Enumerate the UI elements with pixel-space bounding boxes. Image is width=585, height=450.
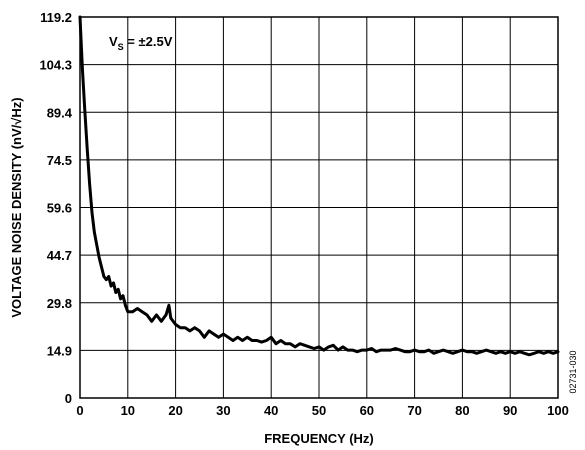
supply-voltage-annotation: VS = ±2.5V (109, 34, 173, 52)
y-tick-labels: 0 14.9 29.8 44.7 59.6 74.5 89.4 104.3 119.2 (39, 10, 72, 406)
y-tick-label: 29.8 (47, 296, 72, 311)
x-tick-label: 20 (168, 403, 182, 418)
x-tick-label: 0 (76, 403, 83, 418)
y-tick-label: 59.6 (47, 201, 72, 216)
figure-id: 02731-030 (568, 350, 578, 393)
x-tick-labels: 0 10 20 30 40 50 60 70 80 90 100 (76, 403, 568, 418)
y-tick-label: 89.4 (47, 105, 73, 120)
x-tick-label: 10 (121, 403, 135, 418)
x-tick-label: 50 (312, 403, 326, 418)
y-tick-label: 74.5 (47, 153, 72, 168)
noise-density-line (78, 15, 560, 357)
x-tick-label: 60 (360, 403, 374, 418)
annotation-prefix: V (109, 34, 118, 49)
annotation-suffix: = ±2.5V (124, 34, 173, 49)
plot-frame (79, 16, 559, 399)
x-tick-label: 100 (547, 403, 569, 418)
y-tick-label: 44.7 (47, 248, 72, 263)
x-tick-label: 30 (216, 403, 230, 418)
x-tick-label: 90 (503, 403, 517, 418)
x-tick-label: 80 (455, 403, 469, 418)
x-tick-label: 40 (264, 403, 278, 418)
y-tick-label: 0 (65, 391, 72, 406)
series-layer (78, 15, 560, 357)
y-tick-label: 104.3 (39, 58, 72, 73)
x-axis-title: FREQUENCY (Hz) (264, 431, 374, 446)
y-axis-title: VOLTAGE NOISE DENSITY (nV/√Hz) (9, 97, 24, 317)
y-tick-label: 119.2 (40, 10, 72, 25)
x-tick-label: 70 (407, 403, 421, 418)
grid (79, 16, 559, 399)
y-tick-label: 14.9 (47, 343, 72, 358)
annotation-subscript: S (118, 42, 124, 52)
